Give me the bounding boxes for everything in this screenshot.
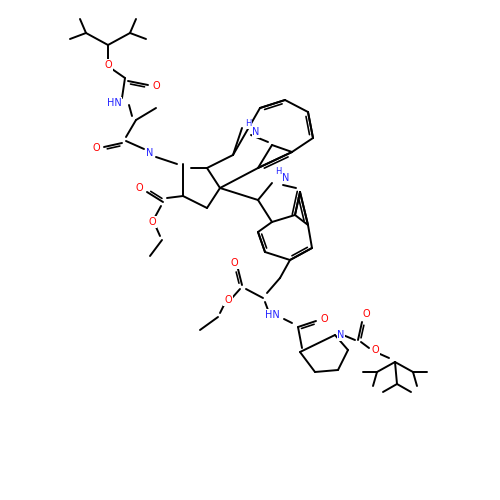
Text: O: O	[230, 258, 238, 268]
Text: H: H	[275, 168, 281, 176]
Text: O: O	[152, 81, 160, 91]
Text: O: O	[104, 60, 112, 70]
Text: N: N	[282, 173, 290, 183]
Text: O: O	[224, 295, 232, 305]
Text: H: H	[245, 120, 251, 128]
Text: O: O	[320, 314, 328, 324]
Text: O: O	[92, 143, 100, 153]
Text: O: O	[135, 183, 143, 193]
Text: HN: HN	[264, 310, 280, 320]
Text: O: O	[371, 345, 379, 355]
Text: O: O	[148, 217, 156, 227]
Text: N: N	[338, 330, 344, 340]
Text: N: N	[146, 148, 154, 158]
Text: HN: HN	[106, 98, 122, 108]
Text: N: N	[252, 127, 260, 137]
Text: O: O	[362, 309, 370, 319]
